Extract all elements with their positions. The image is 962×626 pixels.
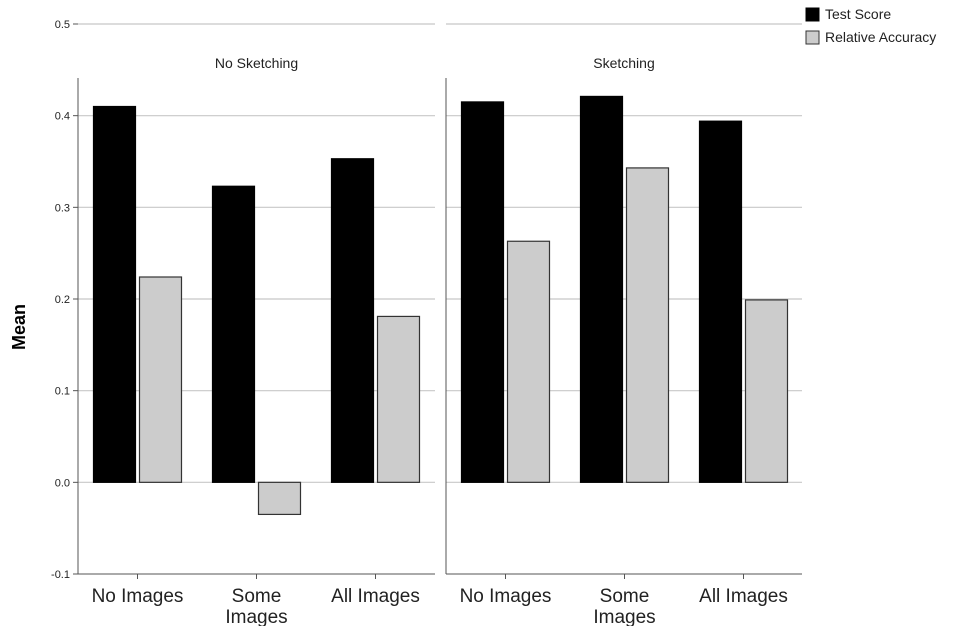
bar-test-score <box>460 101 505 483</box>
bar-relative-accuracy <box>138 276 183 483</box>
x-category-label: No Images <box>460 586 552 607</box>
y-tick-label: 0.3 <box>55 202 70 214</box>
grid-lines <box>78 23 802 483</box>
bar-relative-accuracy <box>257 481 302 516</box>
panel-title: Sketching <box>593 55 654 71</box>
axes <box>73 23 802 579</box>
bar-relative-accuracy <box>376 315 421 483</box>
bar-test-score <box>330 158 375 483</box>
y-tick-label: 0.2 <box>55 294 70 306</box>
x-category-label: Some <box>232 586 282 607</box>
x-category-label: No Images <box>92 586 184 607</box>
x-category-label: Images <box>225 607 287 626</box>
bar-relative-accuracy <box>744 299 789 483</box>
panel-title: No Sketching <box>215 55 298 71</box>
bar-test-score <box>211 185 256 483</box>
y-tick-label: 0.4 <box>55 111 70 123</box>
bars <box>92 95 789 516</box>
bar-relative-accuracy <box>625 167 670 483</box>
bar-relative-accuracy <box>506 240 551 483</box>
x-category-label: Some <box>600 586 650 607</box>
legend: Test Score Relative Accuracy <box>805 6 936 45</box>
bar-test-score <box>579 95 624 483</box>
legend-label-relative-accuracy: Relative Accuracy <box>825 29 936 45</box>
bar-test-score <box>698 120 743 483</box>
y-tick-label: 0.1 <box>55 386 70 398</box>
x-category-label: Images <box>593 607 655 626</box>
legend-swatch-test-score <box>805 7 820 22</box>
y-tick-label: -0.1 <box>51 569 70 581</box>
labels: -0.1 0.0 0.1 0.2 0.3 0.4 0.5 No Sketching No Ima… <box>51 19 788 626</box>
x-category-label: All Images <box>699 586 788 607</box>
y-tick-label: 0.5 <box>55 19 70 31</box>
y-axis-title: Mean <box>9 304 29 350</box>
legend-swatch-relative-accuracy <box>805 30 820 45</box>
y-tick-label: 0.0 <box>55 477 70 489</box>
bar-test-score <box>92 105 137 483</box>
x-category-label: All Images <box>331 586 420 607</box>
legend-label-test-score: Test Score <box>825 6 891 22</box>
